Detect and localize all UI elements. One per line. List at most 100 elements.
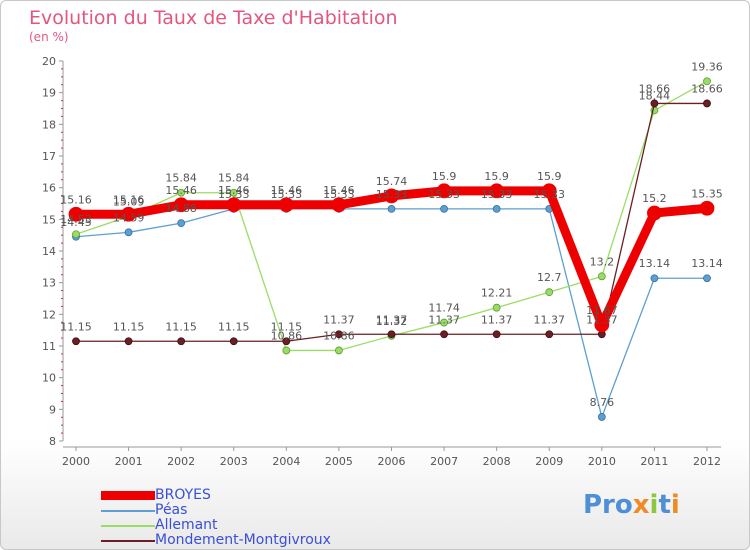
legend-label: BROYES	[155, 487, 211, 503]
data-label: 8.76	[590, 396, 615, 409]
legend-item: Péas	[101, 502, 401, 518]
data-point	[229, 337, 238, 346]
data-label: 19.36	[691, 60, 723, 73]
data-point	[440, 318, 448, 327]
data-point	[492, 330, 501, 339]
data-point	[226, 197, 242, 213]
y-tick-label: 16	[42, 182, 56, 195]
y-tick-label: 17	[42, 150, 56, 163]
chart-title: Evolution du Taux de Taxe d'Habitation	[29, 7, 398, 29]
data-point	[650, 274, 659, 283]
x-tick-label: 2008	[483, 455, 511, 468]
y-tick-label: 11	[42, 340, 56, 353]
data-point	[650, 99, 659, 108]
data-label: 15.2	[642, 192, 667, 205]
x-tick-label: 2009	[535, 455, 563, 468]
data-label: 13.2	[590, 255, 615, 268]
legend-swatch	[101, 510, 155, 512]
data-point	[541, 183, 557, 199]
data-label: 11.37	[586, 313, 618, 326]
data-label: 15.09	[113, 195, 145, 208]
data-label: 18.66	[691, 82, 723, 95]
chart-subtitle: (en %)	[29, 30, 69, 44]
data-label: 15.46	[218, 184, 250, 197]
x-tick-label: 2005	[325, 455, 353, 468]
data-point	[436, 183, 452, 199]
data-label: 14.53	[60, 213, 92, 226]
data-point	[545, 330, 554, 339]
data-label: 15.9	[432, 170, 457, 183]
logo-part: x	[632, 490, 650, 520]
data-label: 11.37	[323, 313, 355, 326]
data-label: 15.33	[534, 188, 566, 201]
y-tick-label: 14	[42, 245, 56, 258]
data-point	[597, 272, 606, 281]
y-tick-label: 19	[42, 87, 56, 100]
y-tick-label: 10	[42, 372, 56, 385]
data-point	[703, 99, 711, 108]
data-label: 12.21	[481, 287, 513, 300]
chart-legend: BROYES Péas Allemant Mondement-Montgivroux	[101, 487, 401, 548]
data-label: 15.84	[218, 172, 250, 185]
data-point	[597, 413, 606, 421]
y-tick-label: 15	[42, 213, 56, 226]
data-point	[72, 337, 80, 346]
data-point	[177, 219, 186, 228]
legend-item: Allemant	[101, 517, 401, 533]
data-point	[177, 337, 186, 346]
data-label: 14.45	[60, 216, 92, 229]
data-point	[72, 230, 80, 239]
data-point	[282, 346, 291, 355]
x-tick-label: 2007	[430, 455, 458, 468]
logo-part: i	[670, 490, 680, 520]
data-point	[440, 204, 448, 213]
data-label: 11.37	[428, 313, 460, 326]
data-point	[124, 337, 133, 346]
data-point	[699, 200, 715, 216]
data-label: 15.33	[428, 188, 460, 201]
data-label: 15.46	[165, 184, 197, 197]
legend-swatch	[101, 525, 155, 527]
data-label: 10.86	[323, 329, 355, 342]
data-label: 11.37	[481, 313, 513, 326]
data-label: 15.46	[323, 184, 355, 197]
data-point	[282, 337, 291, 346]
data-point	[121, 206, 136, 222]
data-point	[492, 204, 501, 213]
data-point	[173, 197, 189, 213]
x-tick-label: 2001	[115, 455, 143, 468]
x-tick-label: 2002	[167, 455, 195, 468]
logo-part: i	[649, 490, 659, 520]
data-label: 15.33	[218, 188, 250, 201]
data-label: 18.44	[639, 89, 671, 102]
x-tick-label: 2004	[272, 455, 300, 468]
data-point	[594, 317, 610, 333]
data-point	[124, 228, 133, 237]
data-point	[703, 77, 711, 86]
x-tick-label: 2010	[588, 455, 616, 468]
data-label: 15.9	[537, 170, 562, 183]
x-tick-label: 2006	[378, 455, 406, 468]
data-label: 14.88	[165, 202, 197, 215]
data-label: 15.33	[376, 188, 408, 201]
data-label: 11.37	[376, 313, 408, 326]
data-label: 11.15	[165, 320, 197, 333]
data-point	[335, 330, 343, 339]
legend-item: BROYES	[101, 487, 401, 503]
data-label: 13.14	[691, 257, 723, 270]
data-label: 11.15	[218, 320, 250, 333]
data-label: 15.33	[481, 188, 513, 201]
y-tick-label: 20	[42, 55, 56, 68]
x-tick-label: 2003	[220, 455, 248, 468]
y-tick-label: 8	[49, 435, 56, 448]
data-label: 15.33	[323, 188, 355, 201]
x-tick-label: 2012	[693, 455, 721, 468]
data-label: 11.15	[271, 320, 303, 333]
data-label: 15.35	[691, 187, 723, 200]
data-point	[177, 188, 186, 197]
legend-label: Allemant	[155, 517, 218, 533]
data-label: 15.74	[376, 175, 408, 188]
data-point	[703, 274, 711, 283]
